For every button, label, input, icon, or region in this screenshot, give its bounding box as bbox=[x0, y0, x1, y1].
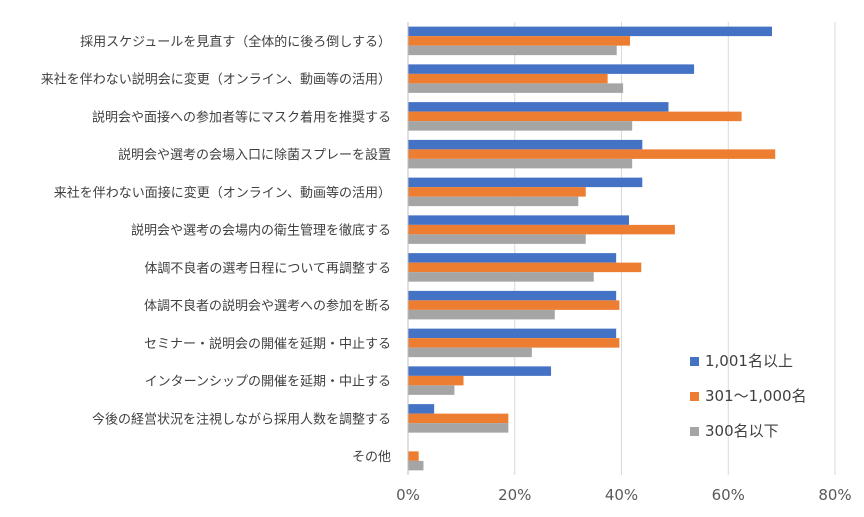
category-label: 体調不良者の選考日程について再調整する bbox=[144, 260, 391, 276]
bar bbox=[408, 413, 509, 424]
bar bbox=[408, 102, 669, 112]
bar bbox=[408, 139, 643, 150]
bars bbox=[408, 26, 776, 471]
bar bbox=[408, 328, 617, 339]
category-label: インターンシップの開催を延期・中止する bbox=[145, 375, 391, 390]
x-tick-label: 80% bbox=[818, 486, 851, 504]
legend: 1,001名以上 301～1,000名 300名以下 bbox=[690, 352, 807, 440]
x-tick-label: 40% bbox=[605, 486, 638, 504]
gridlines bbox=[514, 22, 836, 475]
bar bbox=[408, 187, 586, 197]
bar bbox=[408, 309, 555, 320]
bar bbox=[408, 224, 675, 235]
bar bbox=[408, 73, 608, 84]
axes: 0% 20% 40% 60% 80% 採用スケジュールを見直す（全体的に後ろ倒しする） 来社… bbox=[41, 22, 852, 504]
category-label: 説明会や選考の会場入口に除菌スプレーを設置 bbox=[118, 147, 391, 163]
category-label: 今後の経営状況を注視しながら採用人数を調整する bbox=[92, 411, 391, 427]
bar bbox=[408, 196, 579, 207]
bar bbox=[408, 262, 642, 273]
category-label: 来社を伴わない説明会に変更（オンライン、動画等の活用） bbox=[41, 72, 391, 88]
bar bbox=[408, 215, 629, 225]
category-label: 体調不良者の説明会や選考への参加を断る bbox=[144, 298, 391, 314]
bar bbox=[408, 375, 464, 386]
bar bbox=[408, 149, 776, 159]
bar bbox=[408, 121, 633, 131]
legend-swatch bbox=[690, 357, 699, 366]
bar bbox=[408, 347, 532, 358]
legend-swatch bbox=[690, 427, 699, 436]
bar bbox=[408, 272, 594, 282]
bar bbox=[408, 26, 773, 37]
bar bbox=[408, 36, 631, 46]
bar bbox=[408, 158, 633, 169]
bar bbox=[408, 64, 695, 74]
legend-label: 301～1,000名 bbox=[705, 387, 807, 405]
category-label: 採用スケジュールを見直す（全体的に後ろ倒しする） bbox=[80, 34, 391, 50]
bar bbox=[408, 111, 742, 122]
bar bbox=[408, 290, 617, 301]
bar bbox=[408, 366, 552, 376]
category-label: その他 bbox=[352, 450, 391, 465]
bar bbox=[408, 385, 455, 395]
category-label: セミナー・説明会の開催を延期・中止する bbox=[144, 336, 391, 352]
x-tick-label: 20% bbox=[498, 486, 531, 504]
category-label: 説明会や面接への参加者等にマスク着用を推奨する bbox=[92, 109, 391, 125]
bar bbox=[408, 404, 435, 414]
legend-label: 300名以下 bbox=[705, 422, 779, 440]
bar bbox=[408, 234, 586, 244]
bar bbox=[408, 253, 617, 263]
category-label: 来社を伴わない面接に変更（オンライン、動画等の活用） bbox=[54, 185, 391, 201]
bar bbox=[408, 423, 509, 433]
x-tick-label: 60% bbox=[712, 486, 745, 504]
bar bbox=[408, 45, 617, 56]
legend-label: 1,001名以上 bbox=[705, 352, 793, 370]
bar bbox=[408, 451, 419, 461]
bar bbox=[408, 300, 620, 310]
legend-swatch bbox=[690, 392, 699, 401]
bar bbox=[408, 83, 624, 93]
category-label: 説明会や選考の会場内の衛生管理を徹底する bbox=[131, 223, 391, 239]
bar bbox=[408, 460, 424, 471]
x-tick-label: 0% bbox=[396, 486, 420, 504]
bar bbox=[408, 177, 643, 188]
bar bbox=[408, 338, 620, 348]
